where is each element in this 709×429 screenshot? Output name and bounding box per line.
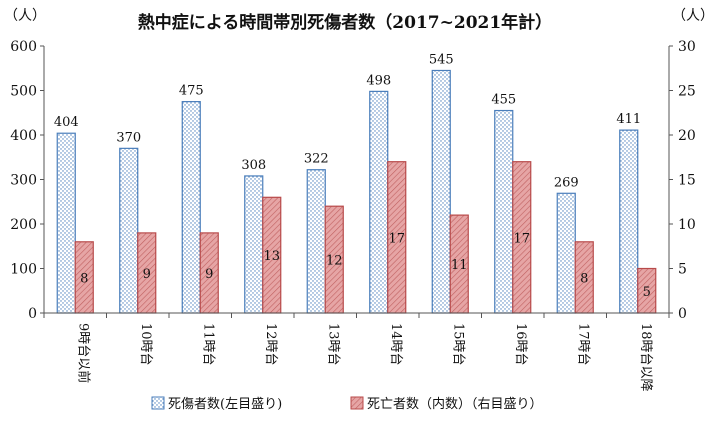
- left-tick-label: 300: [10, 173, 37, 189]
- category-label: 12時台: [263, 323, 278, 366]
- value-label-deaths: 9: [143, 267, 151, 282]
- legend-label-deaths: 死亡者数（内数）（右目盛り）: [367, 396, 543, 412]
- value-label-deaths: 17: [388, 231, 405, 246]
- bar-injured: [431, 69, 451, 314]
- legend-label-injured: 死傷者数(左目盛り): [168, 397, 282, 412]
- value-label-deaths: 13: [263, 249, 280, 264]
- value-label-injured: 404: [54, 115, 79, 130]
- right-tick-label: 25: [678, 84, 696, 100]
- bar-injured: [56, 132, 76, 314]
- bar-injured: [619, 129, 639, 314]
- right-tick-label: 20: [678, 128, 696, 144]
- left-tick-label: 0: [28, 306, 37, 322]
- category-label: 11時台: [200, 323, 215, 366]
- legend: 死傷者数(左目盛り) 死亡者数（内数）（右目盛り）: [151, 396, 543, 412]
- value-label-injured: 370: [116, 130, 141, 145]
- category-label: 13時台: [325, 323, 340, 366]
- bar-injured: [556, 192, 576, 314]
- value-label-injured: 455: [491, 93, 516, 108]
- category-label: 17時台: [575, 323, 590, 366]
- value-label-injured: 308: [241, 158, 266, 173]
- category-labels: 9時台以前 10時台 11時台 12時台 13時台 14時台 15時台 16時台 17時台 18時…: [75, 323, 653, 392]
- bar-injured: [306, 169, 326, 314]
- bar-injured: [369, 90, 389, 314]
- legend-swatch-injured: [151, 396, 165, 410]
- category-label: 15時台: [450, 323, 465, 366]
- value-label-deaths: 8: [80, 271, 88, 286]
- right-tick-label: 0: [678, 306, 687, 322]
- value-label-injured: 411: [616, 112, 641, 127]
- value-label-injured: 322: [304, 152, 329, 167]
- category-label: 10時台: [138, 323, 153, 366]
- value-label-deaths: 12: [326, 254, 343, 269]
- right-tick-label: 5: [678, 262, 687, 278]
- bar-injured: [181, 101, 201, 314]
- bar-injured: [244, 175, 264, 314]
- right-tick-label: 10: [678, 217, 696, 233]
- legend-swatch-deaths: [350, 396, 364, 410]
- left-axis-ticks: 0 100 200 300 400 500 600: [10, 39, 44, 322]
- left-axis-unit: （人）: [4, 8, 46, 24]
- value-label-deaths: 11: [451, 258, 468, 273]
- left-tick-label: 600: [10, 39, 37, 55]
- left-tick-label: 500: [10, 84, 37, 100]
- category-label: 18時台以降: [638, 323, 653, 392]
- left-tick-label: 200: [10, 217, 37, 233]
- value-label-deaths: 5: [643, 285, 651, 300]
- value-label-injured: 269: [554, 175, 579, 190]
- category-label: 16時台: [513, 323, 528, 366]
- bar-injured: [494, 109, 514, 314]
- axes: [43, 46, 670, 318]
- left-tick-label: 400: [10, 128, 37, 144]
- value-label-injured: 545: [429, 52, 454, 67]
- value-label-injured: 498: [366, 73, 391, 88]
- right-tick-label: 15: [678, 173, 696, 189]
- value-labels: 404 8 370 9 475 9 308 13 322 12 498 17 545 11 455 17 269…: [54, 52, 651, 299]
- value-label-deaths: 8: [580, 271, 588, 286]
- value-label-injured: 475: [179, 84, 204, 99]
- value-label-deaths: 17: [513, 231, 530, 246]
- bar-injured: [119, 147, 139, 314]
- left-tick-label: 100: [10, 262, 37, 278]
- right-axis-ticks: 0 5 10 15 20 25 30: [669, 39, 696, 322]
- category-label: 14時台: [388, 323, 403, 366]
- right-tick-label: 30: [678, 39, 696, 55]
- category-label: 9時台以前: [75, 323, 91, 383]
- chart-title: 熱中症による時間帯別死傷者数（2017~2021年計）: [138, 12, 552, 33]
- right-axis-unit: （人）: [672, 8, 709, 24]
- value-label-deaths: 9: [205, 267, 213, 282]
